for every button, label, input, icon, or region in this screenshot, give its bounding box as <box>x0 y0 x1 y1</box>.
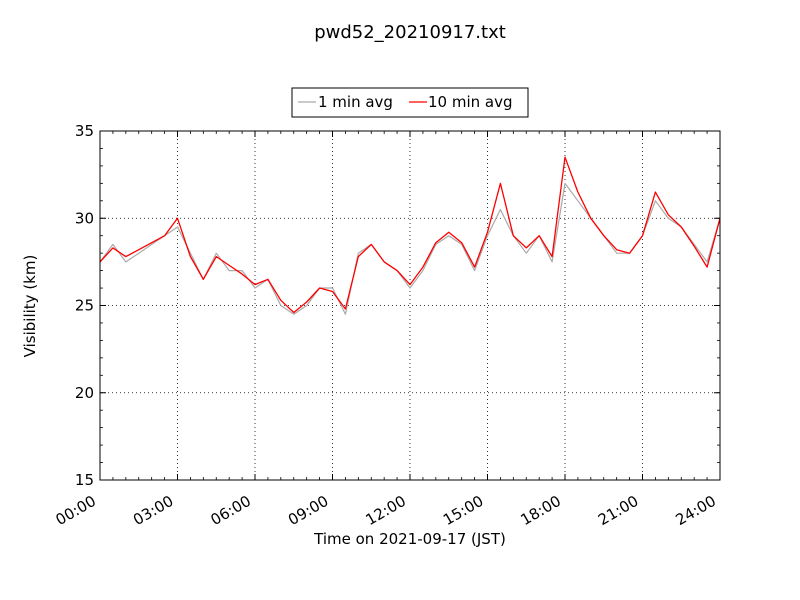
y-axis-label: Visibility (km) <box>21 255 39 358</box>
x-tick-label: 09:00 <box>285 492 331 529</box>
y-tick-label: 35 <box>75 122 94 140</box>
y-tick-label: 30 <box>75 209 94 227</box>
x-tick-label: 15:00 <box>440 492 486 529</box>
y-tick-label: 15 <box>75 471 94 489</box>
legend-label-10min: 10 min avg <box>428 93 513 111</box>
y-tick-label: 25 <box>75 297 94 315</box>
x-tick-label: 12:00 <box>363 492 409 529</box>
y-tick-label: 20 <box>75 384 94 402</box>
x-axis-label: Time on 2021-09-17 (JST) <box>313 530 506 548</box>
x-tick-label: 24:00 <box>673 492 719 529</box>
x-tick-label: 18:00 <box>518 492 564 529</box>
legend: 1 min avg 10 min avg <box>291 87 529 118</box>
series-group <box>100 156 720 315</box>
x-tick-label: 00:00 <box>53 492 99 529</box>
x-tick-label: 03:00 <box>130 492 176 529</box>
legend-label-1min: 1 min avg <box>318 93 393 111</box>
x-tick-label: 06:00 <box>208 492 254 529</box>
series-line-10min <box>100 156 720 314</box>
plot-area: 00:00 03:00 06:00 09:00 12:00 15:00 18:00 21:00… <box>53 122 721 529</box>
chart-title: pwd52_20210917.txt <box>314 22 506 43</box>
x-tick-label: 21:00 <box>595 492 641 529</box>
